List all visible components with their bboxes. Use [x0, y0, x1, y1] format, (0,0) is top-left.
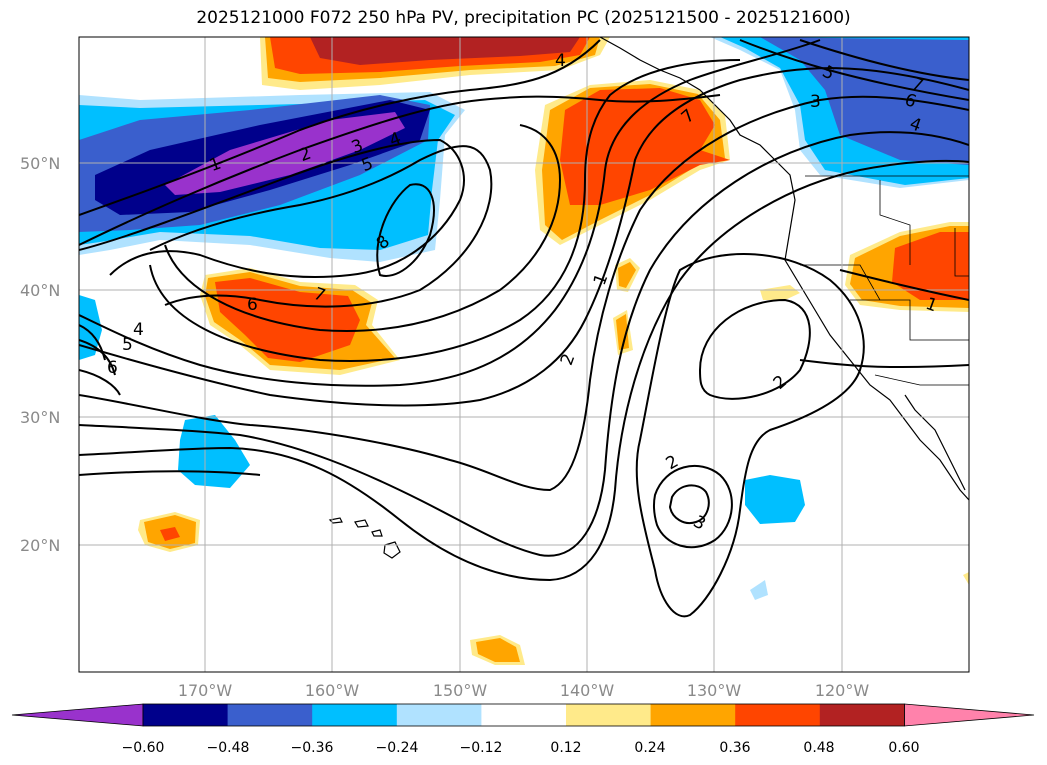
pv-contour-8 [79, 67, 969, 407]
longitude-label: 120°W [815, 681, 870, 700]
pv-contour-4 [149, 145, 493, 308]
pv-contour-12 [79, 470, 261, 476]
colorbar-segment [481, 704, 567, 726]
anomaly-purple-nw [165, 112, 405, 195]
pv-contour-23 [739, 39, 969, 101]
coastline-hawaii-4 [383, 541, 401, 559]
longitude-labels: 170°W 160°W 150°W 140°W 130°W 120°W [178, 681, 870, 700]
colorbar-tick-label: −0.12 [460, 740, 503, 756]
colorbar-extend-left [11, 703, 144, 727]
pv-contour-2 [79, 94, 721, 246]
pv-contour-3 [79, 138, 465, 279]
colorbar [11, 703, 1035, 727]
border-state-1 [800, 264, 881, 301]
anomaly-orange-small-1 [618, 262, 636, 288]
latitude-label: 40°N [20, 281, 60, 300]
pv-contour-14 [79, 339, 116, 376]
colorbar-outline [142, 703, 905, 727]
latitude-label: 50°N [20, 154, 60, 173]
colorbar-tick-label: −0.48 [207, 740, 250, 756]
anomaly-blue-se [745, 475, 805, 524]
map-frame [78, 36, 970, 673]
pv-contour-22 [839, 269, 969, 301]
colorbar-segment [735, 704, 821, 726]
pv-contour-10 [79, 131, 969, 557]
pv-contour-16 [376, 183, 435, 277]
anomaly-red-coast [560, 88, 730, 205]
longitude-label: 160°W [305, 681, 360, 700]
colorbar-segment [650, 704, 736, 726]
pv-contours [79, 39, 969, 618]
colorbar-tick-label: 0.48 [803, 740, 834, 756]
colorbar-ticks: −0.60 −0.48 −0.36 −0.24 −0.12 0.12 0.24 … [122, 740, 920, 756]
pv-contour-11 [79, 159, 969, 582]
latitude-label: 20°N [20, 536, 60, 555]
contour-label: 6 [247, 295, 258, 315]
longitude-label: 170°W [178, 681, 233, 700]
shading-layer: 1 2 3 4 5 8 6 7 4 5 6 2 1 4 7 2 2 3 5 3 … [79, 37, 969, 672]
colorbar-segment [227, 704, 313, 726]
pv-contour-24 [799, 39, 969, 81]
contour-label: 3 [810, 92, 821, 112]
border-state-2 [879, 180, 911, 265]
anomaly-orange-small-2 [616, 314, 629, 350]
colorbar-tick-label: 0.60 [888, 740, 919, 756]
longitude-label: 150°W [433, 681, 488, 700]
border-state-4 [954, 228, 969, 277]
anomaly-yellow-small-3 [760, 285, 800, 300]
anomaly-red-us [892, 232, 969, 300]
anomaly-blue-w [79, 295, 102, 360]
pv-contour-7 [79, 39, 821, 387]
anomaly-blue-sw [178, 415, 250, 488]
contour-label: 6 [107, 358, 118, 378]
pv-contour-19 [652, 465, 733, 549]
anomaly-yellow-small-6 [963, 572, 969, 585]
map-title: 2025121000 F072 250 hPa PV, precipitatio… [196, 8, 851, 28]
colorbar-segment [566, 704, 652, 726]
coastline-baja [904, 394, 966, 491]
colorbar-segment [396, 704, 482, 726]
anomaly-red-small-4 [160, 527, 180, 541]
pv-contour-9 [79, 95, 969, 492]
border-state-3 [850, 299, 969, 341]
contour-labels: 1 2 3 4 5 8 6 7 4 5 6 2 1 4 7 2 2 3 5 3 … [107, 51, 940, 535]
colorbar-tick-label: −0.36 [291, 740, 334, 756]
pv-contour-17 [698, 298, 811, 400]
pv-contour-5 [164, 124, 562, 332]
colorbar-segment [312, 704, 398, 726]
coastline-hawaii-2 [354, 519, 369, 528]
colorbar-extend-right [904, 703, 1035, 727]
contour-label: 4 [133, 320, 144, 340]
coastline-hawaii-3 [371, 529, 383, 537]
colorbar-tick-label: 0.24 [634, 740, 665, 756]
pv-contour-15 [79, 369, 121, 396]
pv-contour-6 [149, 59, 741, 362]
longitude-label: 130°W [687, 681, 742, 700]
pv-contour-20 [668, 484, 710, 524]
anomaly-orange-small-5 [476, 638, 520, 662]
longitude-label: 140°W [560, 681, 615, 700]
colorbar-segment [819, 704, 905, 726]
border-us-mexico [874, 374, 969, 386]
contour-label: 4 [555, 51, 566, 71]
pv-contour-18 [635, 253, 865, 618]
colorbar-tick-label: −0.24 [376, 740, 419, 756]
latitude-labels: 50°N 40°N 30°N 20°N [20, 154, 60, 555]
latitude-label: 30°N [20, 408, 60, 427]
colorbar-segment [143, 704, 229, 726]
colorbar-tick-label: 0.12 [550, 740, 581, 756]
contour-label: 5 [122, 335, 133, 355]
colorbar-tick-label: 0.36 [719, 740, 750, 756]
anomaly-darkred-n [310, 37, 580, 65]
borders [800, 175, 969, 386]
colorbar-tick-label: −0.60 [122, 740, 165, 756]
pv-contour-21 [799, 359, 969, 369]
pv-contour-1 [79, 39, 601, 216]
gridlines [79, 37, 969, 672]
anomaly-lightblue-se [750, 580, 768, 600]
